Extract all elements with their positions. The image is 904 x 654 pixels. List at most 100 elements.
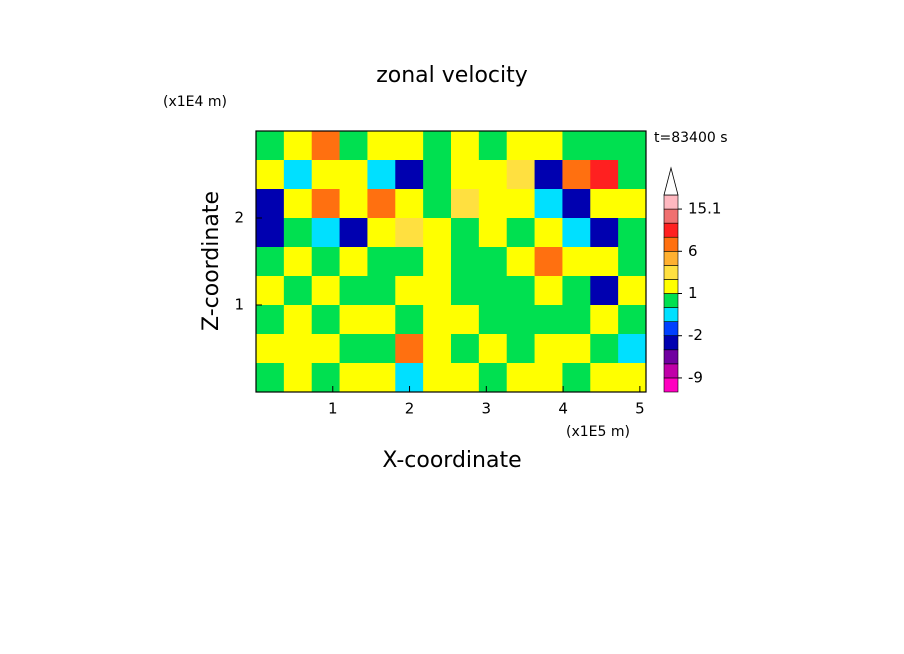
field-cell — [395, 160, 424, 190]
field-cell — [256, 334, 285, 364]
field-cell — [590, 276, 619, 306]
field-cell — [311, 363, 341, 393]
field-cell — [618, 305, 647, 335]
field-cell — [451, 363, 480, 393]
field-cell — [256, 189, 285, 219]
field-cell — [311, 131, 341, 161]
field-cell — [590, 131, 619, 161]
x-unit: (x1E5 m) — [566, 424, 630, 440]
field-cell — [618, 131, 647, 161]
field-cell — [423, 218, 452, 248]
field-cell — [534, 189, 563, 219]
field-cell — [506, 131, 536, 161]
colorbar-box — [663, 349, 679, 365]
field-cell — [367, 247, 396, 277]
field-cell — [451, 334, 480, 364]
field-cell — [534, 247, 563, 277]
colorbar-box — [663, 293, 679, 308]
field-cell — [339, 305, 368, 335]
field-cell — [534, 160, 563, 190]
field-cell — [618, 334, 647, 364]
field-cell — [395, 334, 424, 364]
field-cell — [339, 247, 368, 277]
field-cell — [562, 218, 591, 248]
field-cell — [423, 160, 452, 190]
field-cell — [618, 189, 647, 219]
field-cell — [311, 189, 341, 219]
chart-title: zonal velocity — [376, 63, 528, 88]
field-cell — [339, 131, 368, 161]
x-axis-title: X-coordinate — [382, 448, 521, 473]
field-cell — [506, 189, 536, 219]
x-tick-label: 4 — [558, 400, 568, 418]
field-cell — [590, 334, 619, 364]
field-cell — [590, 247, 619, 277]
time-label: t=83400 s — [654, 130, 728, 146]
colorbar-label: 15.1 — [688, 200, 721, 218]
field-cell — [367, 363, 396, 393]
field-cell — [339, 276, 368, 306]
field-cell — [562, 247, 591, 277]
field-cell — [451, 218, 480, 248]
field-cell — [311, 276, 341, 306]
field-cell — [367, 305, 396, 335]
field-cell — [395, 305, 424, 335]
field-cell — [562, 334, 591, 364]
field-cell — [562, 363, 591, 393]
field-cell — [451, 247, 480, 277]
field-cell — [283, 363, 313, 393]
field-cell — [534, 218, 563, 248]
field-cell — [256, 363, 285, 393]
field-cell — [506, 247, 536, 277]
field-cell — [451, 305, 480, 335]
y-unit: (x1E4 m) — [163, 94, 227, 110]
field-cell — [367, 334, 396, 364]
colorbar-box — [663, 208, 679, 224]
field-cell — [534, 363, 563, 393]
field-cell — [311, 160, 341, 190]
field-cell — [562, 189, 591, 219]
field-cell — [478, 247, 508, 277]
x-tick-label: 2 — [405, 400, 415, 418]
field-cell — [395, 276, 424, 306]
field-cell — [256, 131, 285, 161]
field-cell — [618, 218, 647, 248]
y-axis-title: Z-coordinate — [199, 191, 224, 331]
axes: 1 2 3 4 5 1 2 — [234, 130, 647, 418]
field-cell — [562, 131, 591, 161]
field-cell — [256, 305, 285, 335]
field-cell — [283, 189, 313, 219]
colorbar-box — [663, 279, 679, 294]
field-cell — [339, 189, 368, 219]
field-cell — [423, 334, 452, 364]
field-cell — [590, 160, 619, 190]
field-cell — [478, 334, 508, 364]
field-cell — [311, 305, 341, 335]
x-tick-label: 5 — [635, 400, 645, 418]
field-cell — [423, 305, 452, 335]
colorbar-label: 1 — [688, 284, 698, 302]
colorbar-box — [663, 307, 679, 322]
field-cell — [478, 189, 508, 219]
colorbar-box — [663, 222, 679, 238]
field-cell — [506, 363, 536, 393]
field-cell — [395, 189, 424, 219]
field-cell — [534, 334, 563, 364]
field-cell — [395, 131, 424, 161]
field-cell — [395, 218, 424, 248]
field-cell — [478, 160, 508, 190]
field-cell — [451, 131, 480, 161]
field-cell — [311, 247, 341, 277]
field-cell — [283, 131, 313, 161]
field-cell — [367, 189, 396, 219]
field-cell — [311, 218, 341, 248]
colorbar-box — [663, 335, 679, 351]
colorbar-box — [663, 236, 679, 252]
colorbar-box — [663, 265, 679, 280]
field-cell — [283, 247, 313, 277]
field-cell — [451, 189, 480, 219]
colorbar-box — [663, 194, 679, 210]
colorbar-label: -2 — [688, 326, 703, 344]
colorbar-box — [663, 321, 679, 337]
plot-frame — [255, 130, 647, 393]
